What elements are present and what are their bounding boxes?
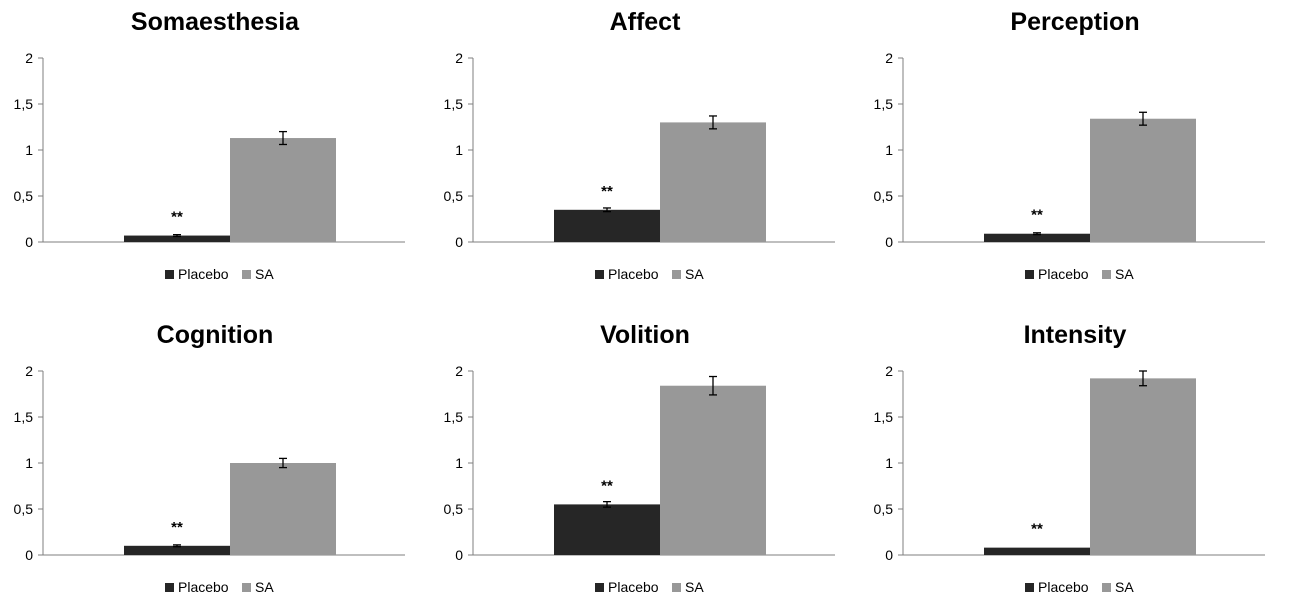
y-tick-label: 1 — [885, 142, 893, 158]
y-tick-label: 1 — [25, 455, 33, 471]
y-tick-label: 0 — [885, 547, 893, 563]
y-tick-label: 1,5 — [874, 409, 894, 425]
chart-panel: Somaesthesia 0 0,5 1 1,5 2 ** Placebo SA — [0, 0, 430, 299]
chart-title: Cognition — [157, 321, 274, 349]
significance-label: ** — [171, 519, 183, 536]
legend-label: Placebo — [1038, 579, 1089, 595]
legend-swatch-placebo — [165, 583, 174, 592]
y-tick-label: 0 — [25, 547, 33, 563]
bar-placebo — [124, 235, 230, 242]
y-tick-label: 1 — [455, 142, 463, 158]
significance-label: ** — [171, 209, 183, 226]
chart-svg: Somaesthesia 0 0,5 1 1,5 2 ** Placebo SA — [14, 8, 405, 282]
chart-grid: Somaesthesia 0 0,5 1 1,5 2 ** Placebo SA Affect 0 0… — [0, 0, 1290, 595]
legend-label: SA — [685, 579, 704, 595]
bar-placebo — [984, 233, 1090, 242]
bar-placebo — [554, 209, 660, 242]
bar-sa — [660, 385, 766, 555]
chart-title: Volition — [600, 321, 690, 349]
chart-title: Intensity — [1024, 321, 1127, 349]
y-tick-label: 1,5 — [874, 96, 894, 112]
y-tick-label: 2 — [25, 50, 33, 66]
y-tick-label: 0 — [455, 547, 463, 563]
y-tick-label: 0,5 — [14, 501, 34, 517]
bar-sa — [660, 122, 766, 242]
y-tick-label: 1,5 — [444, 96, 464, 112]
significance-label: ** — [601, 477, 613, 494]
legend-label: Placebo — [1038, 266, 1089, 282]
chart-panel: Perception 0 0,5 1 1,5 2 ** Placebo SA — [860, 0, 1290, 299]
bar-sa — [230, 463, 336, 555]
y-tick-label: 0,5 — [444, 501, 464, 517]
significance-label: ** — [1031, 521, 1043, 538]
legend-swatch-sa — [672, 270, 681, 279]
chart-panel: Volition 0 0,5 1 1,5 2 ** Placebo SA — [430, 313, 860, 612]
chart-title: Somaesthesia — [131, 8, 300, 36]
legend-label: SA — [1115, 579, 1134, 595]
y-tick-label: 1,5 — [14, 409, 34, 425]
chart-svg: Perception 0 0,5 1 1,5 2 ** Placebo SA — [874, 8, 1265, 282]
bar-sa — [1090, 118, 1196, 242]
legend-label: Placebo — [178, 579, 229, 595]
legend-swatch-sa — [1102, 583, 1111, 592]
legend-label: SA — [255, 266, 274, 282]
y-tick-label: 1 — [25, 142, 33, 158]
y-tick-label: 2 — [455, 363, 463, 379]
legend-label: SA — [1115, 266, 1134, 282]
legend-swatch-sa — [1102, 270, 1111, 279]
legend-swatch-sa — [672, 583, 681, 592]
bar-placebo — [124, 545, 230, 555]
bar-sa — [1090, 378, 1196, 555]
chart-panel: Affect 0 0,5 1 1,5 2 ** Placebo SA — [430, 0, 860, 299]
y-tick-label: 0 — [455, 234, 463, 250]
legend-label: SA — [685, 266, 704, 282]
chart-svg: Volition 0 0,5 1 1,5 2 ** Placebo SA — [444, 321, 835, 595]
y-tick-label: 0,5 — [444, 188, 464, 204]
y-tick-label: 2 — [885, 50, 893, 66]
y-tick-label: 1 — [455, 455, 463, 471]
y-tick-label: 0 — [25, 234, 33, 250]
y-tick-label: 1,5 — [444, 409, 464, 425]
legend-swatch-sa — [242, 270, 251, 279]
significance-label: ** — [1031, 207, 1043, 224]
chart-panel: Cognition 0 0,5 1 1,5 2 ** Placebo SA — [0, 313, 430, 612]
legend-label: Placebo — [178, 266, 229, 282]
legend-label: Placebo — [608, 266, 659, 282]
chart-svg: Intensity 0 0,5 1 1,5 2 ** Placebo SA — [874, 321, 1265, 595]
y-tick-label: 1,5 — [14, 96, 34, 112]
y-tick-label: 2 — [885, 363, 893, 379]
bar-sa — [230, 138, 336, 242]
y-tick-label: 0,5 — [874, 501, 894, 517]
y-tick-label: 0,5 — [874, 188, 894, 204]
y-tick-label: 0,5 — [14, 188, 34, 204]
y-tick-label: 2 — [455, 50, 463, 66]
legend-swatch-placebo — [1025, 270, 1034, 279]
chart-title: Affect — [610, 8, 682, 36]
y-tick-label: 2 — [25, 363, 33, 379]
chart-title: Perception — [1010, 8, 1139, 36]
chart-svg: Affect 0 0,5 1 1,5 2 ** Placebo SA — [444, 8, 835, 282]
legend-swatch-sa — [242, 583, 251, 592]
legend-swatch-placebo — [165, 270, 174, 279]
legend-swatch-placebo — [1025, 583, 1034, 592]
legend-swatch-placebo — [595, 270, 604, 279]
significance-label: ** — [601, 183, 613, 200]
y-tick-label: 1 — [885, 455, 893, 471]
legend-label: SA — [255, 579, 274, 595]
legend-label: Placebo — [608, 579, 659, 595]
bar-placebo — [984, 547, 1090, 555]
legend-swatch-placebo — [595, 583, 604, 592]
chart-svg: Cognition 0 0,5 1 1,5 2 ** Placebo SA — [14, 321, 405, 595]
bar-placebo — [554, 504, 660, 555]
chart-panel: Intensity 0 0,5 1 1,5 2 ** Placebo SA — [860, 313, 1290, 612]
y-tick-label: 0 — [885, 234, 893, 250]
